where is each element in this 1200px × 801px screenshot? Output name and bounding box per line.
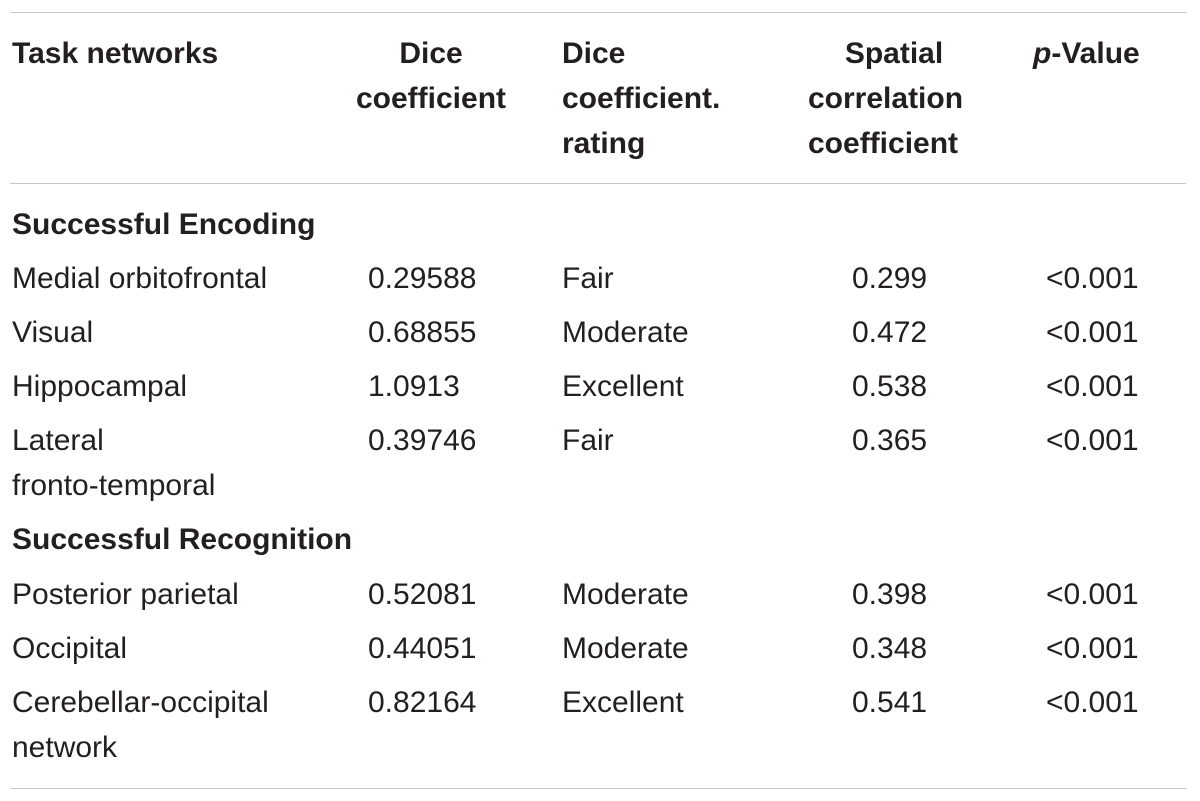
table-cell-spatial: 0.541 <box>852 686 928 719</box>
table-cell-network: Occipital <box>12 632 128 665</box>
table-cell-p: <0.001 <box>1046 632 1139 665</box>
header-rating-line2: coefficient. <box>562 82 721 115</box>
table-cell-p: <0.001 <box>1046 578 1139 611</box>
table-cell-network-cont: network <box>12 731 118 764</box>
header-rating-line1: Dice <box>562 37 626 70</box>
table-cell-p: <0.001 <box>1046 370 1139 403</box>
table-bottom-rule <box>10 788 1186 789</box>
header-spatial-line2: correlation <box>808 82 964 115</box>
section-title-recognition: Successful Recognition <box>12 523 353 556</box>
table-cell-dice: 0.44051 <box>368 632 477 665</box>
table-cell-spatial: 0.365 <box>852 424 928 457</box>
table-cell-network-cont: fronto-temporal <box>12 469 216 502</box>
table-cell-rating: Moderate <box>562 632 689 665</box>
header-spatial-line1: Spatial <box>844 37 944 70</box>
table-cell-rating: Fair <box>562 262 614 295</box>
table-cell-spatial: 0.398 <box>852 578 928 611</box>
table-cell-network: Lateral <box>12 424 104 457</box>
table-top-rule <box>10 12 1186 13</box>
header-rule <box>10 183 1186 184</box>
header-dice-line1: Dice <box>399 37 463 70</box>
table-cell-network: Posterior parietal <box>12 578 239 611</box>
table-cell-network: Visual <box>12 316 94 349</box>
table-cell-dice: 0.39746 <box>368 424 477 457</box>
table-cell-p: <0.001 <box>1046 316 1139 349</box>
table-cell-dice: 0.68855 <box>368 316 477 349</box>
header-p-value: p-Value <box>1033 31 1140 76</box>
header-p-rest: -Value <box>1051 37 1140 70</box>
table-cell-network: Cerebellar-occipital <box>12 686 269 719</box>
header-spatial-line3: coefficient <box>808 127 959 160</box>
table-cell-rating: Moderate <box>562 316 689 349</box>
header-task-networks: Task networks <box>12 37 219 70</box>
table-cell-spatial: 0.299 <box>852 262 928 295</box>
header-p-italic: p <box>1033 37 1052 70</box>
table-cell-rating: Fair <box>562 424 614 457</box>
table-cell-rating: Excellent <box>562 686 684 719</box>
table-cell-p: <0.001 <box>1046 686 1139 719</box>
table-cell-network: Hippocampal <box>12 370 188 403</box>
table-cell-network: Medial orbitofrontal <box>12 262 268 295</box>
table-cell-p: <0.001 <box>1046 262 1139 295</box>
table-cell-dice: 0.82164 <box>368 686 477 719</box>
header-dice-line2: coefficient <box>355 82 507 115</box>
table-cell-p: <0.001 <box>1046 424 1139 457</box>
table-cell-dice: 0.29588 <box>368 262 477 295</box>
table-cell-rating: Excellent <box>562 370 684 403</box>
table-cell-spatial: 0.538 <box>852 370 928 403</box>
table-cell-spatial: 0.472 <box>852 316 928 349</box>
table-cell-spatial: 0.348 <box>852 632 928 665</box>
table-cell-rating: Moderate <box>562 578 689 611</box>
section-title-encoding: Successful Encoding <box>12 208 316 241</box>
header-rating-line3: rating <box>562 127 646 160</box>
table-cell-dice: 0.52081 <box>368 578 477 611</box>
table-cell-dice: 1.0913 <box>368 370 460 403</box>
